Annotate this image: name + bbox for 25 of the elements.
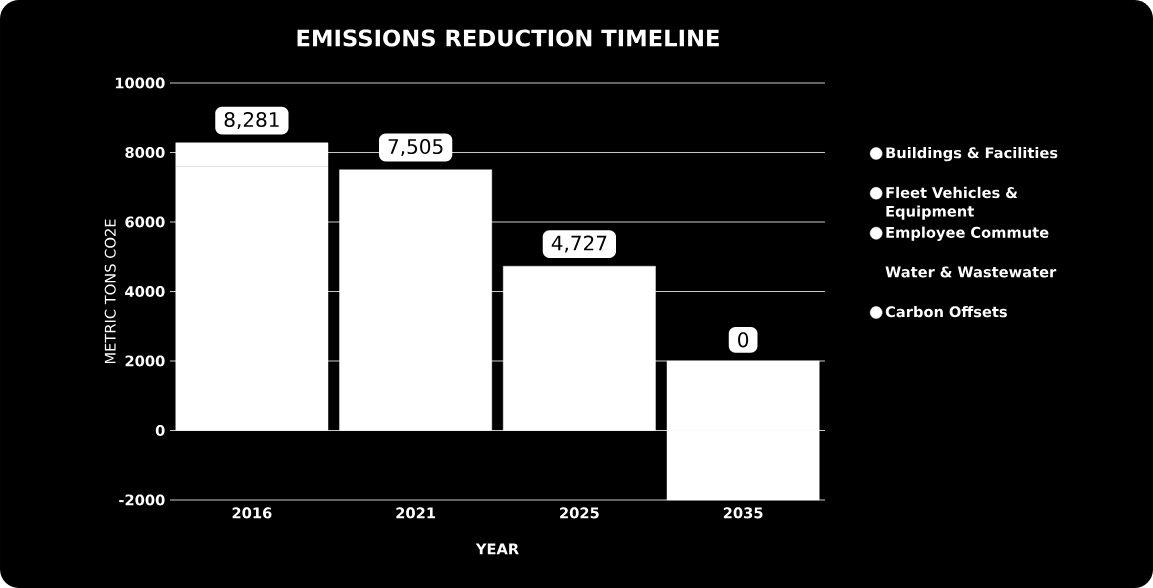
- y-tick-label: 0: [155, 424, 165, 437]
- y-axis-title: METRIC TONS CO2E: [104, 219, 116, 364]
- legend-label: Carbon Offsets: [885, 305, 1007, 318]
- legend-label: Buildings & Facilities: [886, 146, 1058, 162]
- chart-title: EMISSIONS REDUCTION TIMELINE: [297, 29, 719, 47]
- total-label: 0: [738, 332, 749, 348]
- x-tick-label: 2025: [560, 507, 599, 519]
- y-tick-label: 4000: [125, 285, 165, 298]
- x-tick-label: 2021: [396, 507, 436, 519]
- legend-label: Fleet Vehicles & Equipment: [886, 186, 1018, 220]
- legend-label: Employee Commute: [886, 226, 1049, 241]
- y-tick-label: 8000: [125, 146, 165, 159]
- x-axis-title: YEAR: [475, 543, 519, 555]
- total-label: 4,727: [551, 235, 607, 253]
- total-label: 8,281: [224, 111, 279, 130]
- bar: [503, 266, 656, 431]
- bar: [339, 169, 492, 431]
- text: Water & Wastewater: [885, 266, 1057, 278]
- y-tick-label: 2000: [125, 355, 165, 367]
- x-tick-label: 2035: [723, 507, 763, 519]
- y-tick-label: 10000: [115, 77, 165, 89]
- x-tick-label: 2016: [232, 507, 272, 519]
- y-tick-label: 6000: [125, 216, 165, 228]
- y-tick-label: -2000: [119, 494, 165, 506]
- total-label: 7,505: [388, 138, 443, 157]
